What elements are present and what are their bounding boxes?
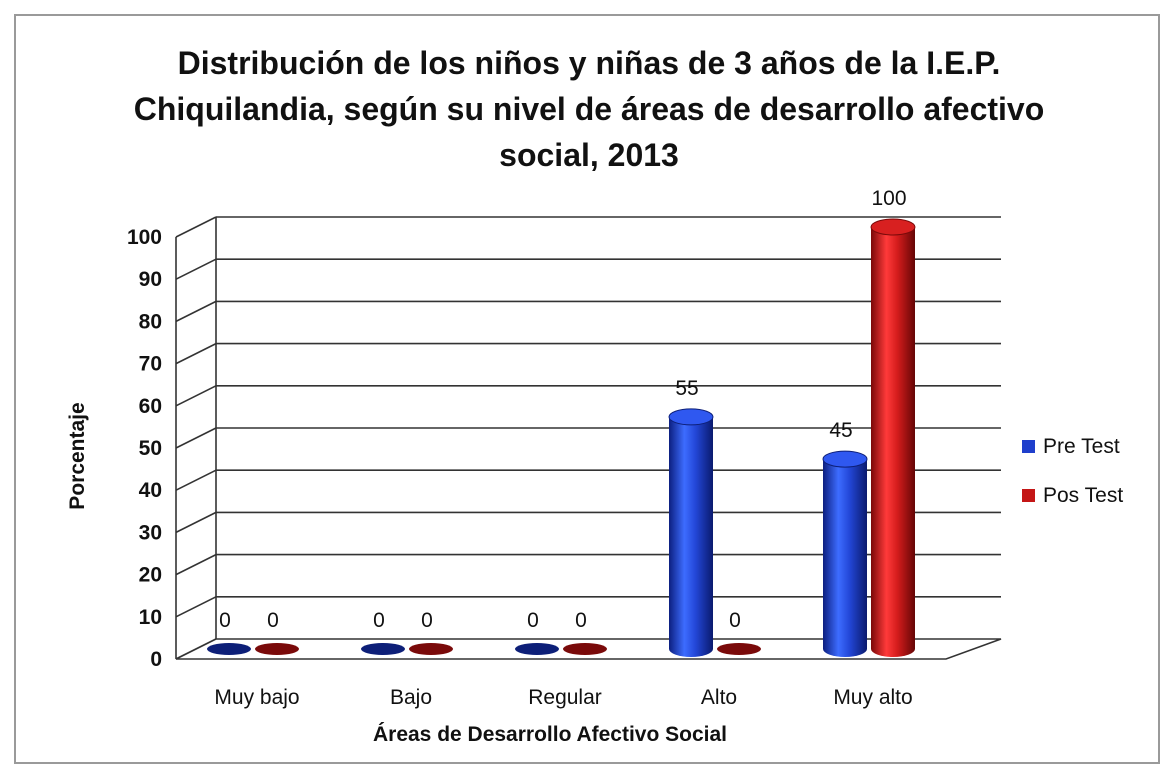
gridline-side: [175, 216, 217, 238]
y-tick-label: 20: [139, 564, 162, 587]
gridline-side: [175, 469, 217, 491]
y-tick-label: 80: [139, 310, 162, 333]
gridline-side: [175, 427, 217, 449]
x-tick-label: Alto: [701, 686, 737, 709]
data-label: 0: [219, 609, 231, 632]
bar-bottom: [823, 641, 867, 657]
legend-swatch: [1022, 440, 1035, 453]
bar-body: [669, 416, 713, 649]
x-axis-title: Áreas de Desarrollo Afectivo Social: [373, 723, 727, 746]
data-label: 0: [267, 609, 279, 632]
data-label: 0: [729, 609, 741, 632]
y-tick-label: 10: [139, 606, 162, 629]
gridline-side: [175, 342, 217, 365]
data-label: 100: [871, 187, 906, 210]
y-tick-label: 100: [127, 226, 162, 249]
gridline-side: [175, 553, 217, 576]
y-tick-label: 0: [150, 648, 162, 671]
chart-svg: Distribución de los niños y niñas de 3 a…: [66, 45, 1123, 746]
bar-zero-disc: [207, 643, 251, 655]
x-tick-label: Muy bajo: [214, 686, 299, 709]
x-tick-label: Muy alto: [833, 686, 912, 709]
y-tick-label: 40: [139, 479, 162, 502]
bar-bottom: [871, 641, 915, 657]
bar-zero-disc: [361, 643, 405, 655]
y-tick-label: 30: [139, 521, 162, 544]
legend-label: Pre Test: [1043, 435, 1120, 458]
x-tick-label: Bajo: [390, 686, 432, 709]
data-label: 0: [575, 609, 587, 632]
chart-title-line-3: social, 2013: [499, 137, 679, 173]
bar-zero-disc: [255, 643, 299, 655]
chart-title-line-2: Chiquilandia, según su nivel de áreas de…: [134, 91, 1045, 127]
data-label: 0: [373, 609, 385, 632]
data-label: 55: [675, 377, 698, 400]
bar-zero-disc: [717, 643, 761, 655]
bar-zero-disc: [409, 643, 453, 655]
bar-top: [668, 408, 714, 426]
x-tick-label: Regular: [528, 686, 602, 709]
gridline-side: [175, 596, 217, 618]
gridline-side: [175, 300, 217, 323]
chart-frame: Distribución de los niños y niñas de 3 a…: [14, 14, 1160, 764]
legend-label: Pos Test: [1043, 484, 1123, 507]
legend: Pre Test Pos Test: [1022, 435, 1123, 507]
chart-title: Distribución de los niños y niñas de 3 a…: [134, 45, 1045, 173]
data-label: 0: [421, 609, 433, 632]
data-label: 45: [829, 419, 852, 442]
gridline-side: [175, 385, 217, 407]
bar-top: [822, 450, 868, 468]
bar-zero-disc: [563, 643, 607, 655]
gridline-side: [175, 258, 217, 280]
y-tick-label: 50: [139, 437, 162, 460]
gridline-side: [175, 511, 217, 534]
data-label: 0: [527, 609, 539, 632]
bar-top: [870, 218, 916, 236]
y-tick-label: 60: [139, 395, 162, 418]
y-tick-label: 70: [139, 353, 162, 376]
legend-swatch: [1022, 489, 1035, 502]
bar-body: [871, 227, 915, 649]
chart-title-line-1: Distribución de los niños y niñas de 3 a…: [178, 45, 1001, 81]
bar-body: [823, 459, 867, 649]
bar-bottom: [669, 641, 713, 657]
y-axis-title: Porcentaje: [66, 402, 89, 509]
bar-zero-disc: [515, 643, 559, 655]
y-tick-label: 90: [139, 268, 162, 291]
plot-area: 0 10 20 30 40 50 60 70 80 90 100 0 0 0 55 45 0 0 0 0 100 Muy …: [127, 187, 1002, 709]
